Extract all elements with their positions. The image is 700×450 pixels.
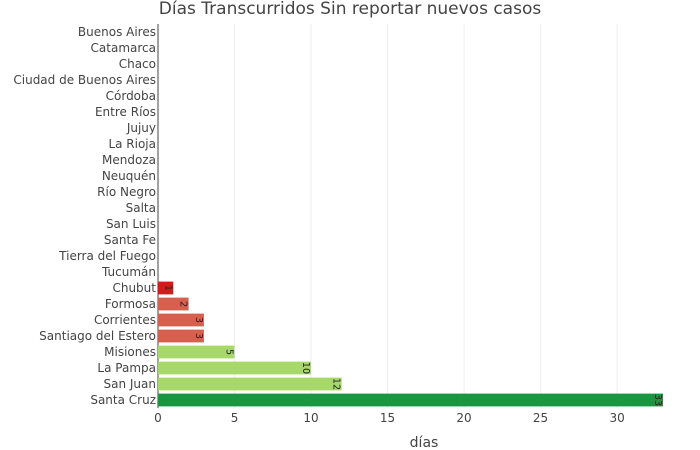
- data-label: 12: [331, 378, 342, 390]
- bar[interactable]: [158, 393, 663, 407]
- category-labels: Buenos Aires Catamarca Chaco Ciudad de Buen…: [13, 25, 156, 407]
- category-label: Buenos Aires: [78, 25, 156, 39]
- category-label: Catamarca: [91, 41, 156, 55]
- bar[interactable]: [158, 345, 235, 359]
- category-label: Tucumán: [101, 265, 156, 279]
- data-label: 3: [193, 317, 204, 323]
- data-label: 3: [193, 333, 204, 339]
- x-tick-label: 15: [380, 411, 395, 425]
- category-label: Corrientes: [94, 313, 156, 327]
- data-label: 10: [300, 362, 311, 374]
- bar[interactable]: [158, 377, 342, 391]
- category-label: Córdoba: [106, 89, 156, 103]
- data-label: 5: [224, 349, 235, 355]
- category-label: San Luis: [106, 217, 156, 231]
- category-label: Santa Cruz: [90, 393, 156, 407]
- category-label: San Juan: [104, 377, 157, 391]
- bar[interactable]: [158, 329, 204, 343]
- category-label: Santiago del Estero: [39, 329, 156, 343]
- data-label: 1: [162, 285, 173, 291]
- bar[interactable]: [158, 297, 189, 311]
- bar[interactable]: [158, 281, 174, 295]
- category-label: Mendoza: [102, 153, 156, 167]
- category-label: La Rioja: [108, 137, 156, 151]
- category-label: Tierra del Fuego: [58, 249, 156, 263]
- category-label: Formosa: [105, 297, 156, 311]
- x-tick-label: 30: [609, 411, 624, 425]
- category-label: Chubut: [112, 281, 156, 295]
- x-tick-label: 10: [303, 411, 318, 425]
- data-label: 2: [178, 301, 189, 307]
- category-label: Santa Fe: [104, 233, 156, 247]
- chart-title: Días Transcurridos Sin reportar nuevos c…: [159, 0, 542, 19]
- category-label: Salta: [126, 201, 156, 215]
- x-axis-label: días: [410, 435, 439, 450]
- category-label: Entre Ríos: [95, 105, 156, 119]
- category-label: La Pampa: [97, 361, 156, 375]
- data-label: 33: [652, 394, 663, 406]
- x-axis-ticks: 0 5 10 15 20 25 30: [154, 411, 625, 425]
- category-label: Río Negro: [97, 185, 156, 199]
- gridlines: [157, 24, 618, 408]
- x-tick-label: 25: [533, 411, 548, 425]
- x-tick-label: 20: [456, 411, 471, 425]
- category-label: Neuquén: [102, 169, 156, 183]
- category-label: Jujuy: [126, 121, 156, 135]
- category-label: Misiones: [104, 345, 156, 359]
- category-label: Ciudad de Buenos Aires: [13, 73, 156, 87]
- x-tick-label: 0: [154, 411, 162, 425]
- x-tick-label: 5: [231, 411, 239, 425]
- bar[interactable]: [158, 361, 312, 375]
- bar[interactable]: [158, 313, 204, 327]
- category-label: Chaco: [119, 57, 156, 71]
